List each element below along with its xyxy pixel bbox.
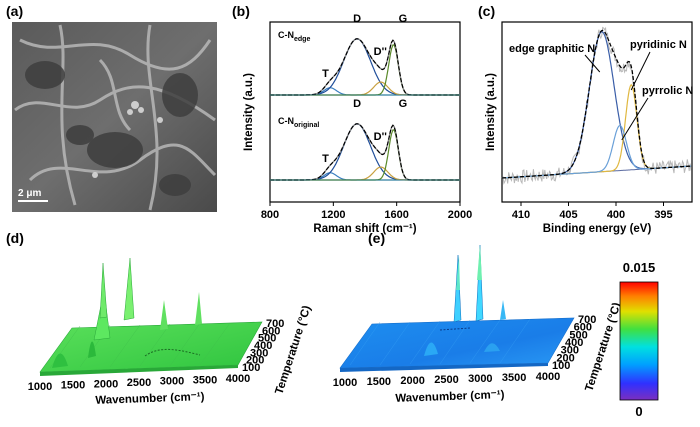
surface-e-y-ticklabel-2: 300: [561, 345, 579, 357]
peak-Dpp-bottom: D'': [374, 131, 388, 143]
surface-d-x-ticklabel-6: 4000: [226, 373, 250, 385]
panel-d: (d) 1000 1500 2000 2500 3000 3500 400010020030…: [6, 230, 314, 407]
annot-arrow-pyrrolic: [621, 97, 649, 141]
annot-arrow-pyridinic: [630, 51, 651, 91]
raman-component-Dpp-0: [270, 81, 460, 96]
panel-c-label: (c): [478, 3, 495, 19]
xps-curves: [501, 26, 692, 185]
raman-measured-0: [270, 38, 460, 96]
surface-d-y-ticklabel-4: 500: [258, 333, 276, 345]
panel-c: (c) Intensity (a.u.) Binding energy (eV)…: [478, 3, 693, 235]
xps-component-pyridinic: [501, 83, 692, 179]
surface-e-x-ticklabel-3: 2500: [434, 374, 458, 386]
surface-d-y-ticklabel-1: 200: [246, 355, 264, 367]
surface-d-x-ticklabel-0: 1000: [28, 381, 52, 393]
surface-e-x-ticklabel-0: 1000: [333, 377, 357, 389]
surface-e-y-ticklabel-6: 700: [578, 314, 596, 326]
surface-d-x-ticklabel-5: 3500: [193, 374, 217, 386]
peak-T-bottom: T: [322, 153, 329, 165]
raman-component-G-1: [270, 129, 460, 181]
peak-D-top: D: [353, 13, 361, 25]
raman-curves: [270, 38, 460, 181]
surface-d-xlabel: Wavenumber (cm⁻¹): [95, 391, 205, 407]
raman-measured-1: [270, 123, 460, 181]
surface-e-x-ticklabel-4: 3000: [468, 373, 492, 385]
xps-component-pyrrolic: [501, 124, 692, 179]
surface-e-xlabel: Wavenumber (cm⁻¹): [395, 389, 505, 405]
annot-arrow-graphitic: [584, 54, 601, 73]
panel-a: (a) 2 μm: [6, 3, 217, 212]
surface-d-axes: 1000 1500 2000 2500 3000 3500 4000100200300400…: [28, 318, 285, 393]
panel-e-label: (e): [368, 230, 385, 246]
xps-ylabel: Intensity (a.u.): [485, 73, 497, 151]
raman-x-ticklabel-3: 2000: [448, 209, 472, 221]
xps-annotations: edge graphitic N pyridinic N pyrrolic N: [509, 39, 693, 141]
surface-d-x-ticklabel-2: 2000: [94, 378, 118, 390]
peak-G-top: G: [399, 13, 408, 25]
surface-d-y-ticklabel-3: 400: [254, 340, 272, 352]
xps-x-ticklabel-0: 410: [512, 209, 530, 221]
trace-top-label: C-Nedge: [278, 30, 310, 43]
surface-d-y-ticklabel-2: 300: [250, 347, 268, 359]
surface-e-x-ticklabel-2: 2000: [400, 375, 424, 387]
raman-component-G-0: [270, 44, 460, 96]
raman-xlabel: Raman shift (cm⁻¹): [313, 223, 416, 235]
raman-x-ticklabel-2: 1600: [384, 209, 408, 221]
peak-Dpp-top: D'': [374, 46, 388, 58]
surface-e-axes: 1000 1500 2000 2500 3000 3500 4000100200300400…: [333, 314, 597, 389]
raman-peak-labels: T D D'' G T D D'' G: [322, 13, 407, 165]
xps-frame: [501, 21, 693, 203]
surface-d-x-ticklabel-4: 3000: [160, 376, 184, 388]
surface-e-y-ticklabel-5: 600: [574, 322, 592, 334]
raman-ylabel: Intensity (a.u.): [243, 73, 255, 151]
surface-e-y-ticklabel-1: 200: [556, 352, 574, 364]
surface-e-x-ticklabel-1: 1500: [367, 376, 391, 388]
panel-b: (b) Intensity (a.u.) Raman shift (cm⁻¹) …: [232, 3, 472, 235]
raman-x-ticklabel-0: 800: [261, 209, 279, 221]
annot-pyridinic-n: pyridinic N: [630, 39, 687, 51]
colorbar-min-label: 0: [635, 404, 642, 419]
surface-d-y-ticklabel-5: 600: [262, 325, 280, 337]
panel-e: (e) 1000 1500 2000 2500 3000 3500 400010020030…: [333, 230, 659, 419]
raman-component-Dpp-1: [270, 166, 460, 181]
surface-e-y-ticklabel-4: 500: [569, 329, 587, 341]
peak-D-bottom: D: [353, 98, 361, 110]
surface-d-y-ticklabel-0: 100: [242, 362, 260, 374]
scale-bar-label: 2 μm: [18, 188, 41, 199]
panel-b-label: (b): [232, 3, 250, 19]
sem-texture: [14, 24, 217, 211]
colorbar-max-label: 0.015: [623, 260, 656, 275]
colorbar: [619, 281, 659, 401]
trace-bottom-label: C-Noriginal: [278, 116, 319, 129]
surface-e-x-ticklabel-5: 3500: [502, 372, 526, 384]
surface-e-y-ticklabel-0: 100: [552, 360, 570, 372]
panel-a-label: (a): [6, 3, 23, 19]
raman-x-ticklabel-1: 1200: [321, 209, 345, 221]
surface-e: [339, 244, 575, 372]
xps-fit: [501, 29, 692, 179]
peak-G-bottom: G: [399, 98, 408, 110]
surface-d-y-ticklabel-6: 700: [266, 318, 284, 330]
panel-d-label: (d): [6, 230, 24, 246]
surface-e-x-ticklabel-6: 4000: [536, 371, 560, 383]
raman-x-ticks: 800 1200 1600 2000: [261, 202, 472, 221]
xps-x-ticks: 410 405 400 395: [512, 202, 673, 221]
surface-d-x-ticklabel-1: 1500: [61, 380, 85, 392]
surface-e-y-ticklabel-3: 400: [565, 337, 583, 349]
annot-pyrrolic-n: pyrrolic N: [642, 85, 693, 97]
xps-x-ticklabel-3: 395: [654, 209, 672, 221]
surface-d: [39, 257, 263, 376]
xps-xlabel: Binding energy (eV): [543, 223, 652, 235]
annot-edge-graphitic-n: edge graphitic N: [509, 43, 595, 55]
xps-x-ticklabel-1: 405: [559, 209, 577, 221]
raman-frame: [269, 21, 461, 203]
xps-x-ticklabel-2: 400: [607, 209, 625, 221]
surface-d-x-ticklabel-3: 2500: [127, 377, 151, 389]
peak-T-top: T: [322, 68, 329, 80]
